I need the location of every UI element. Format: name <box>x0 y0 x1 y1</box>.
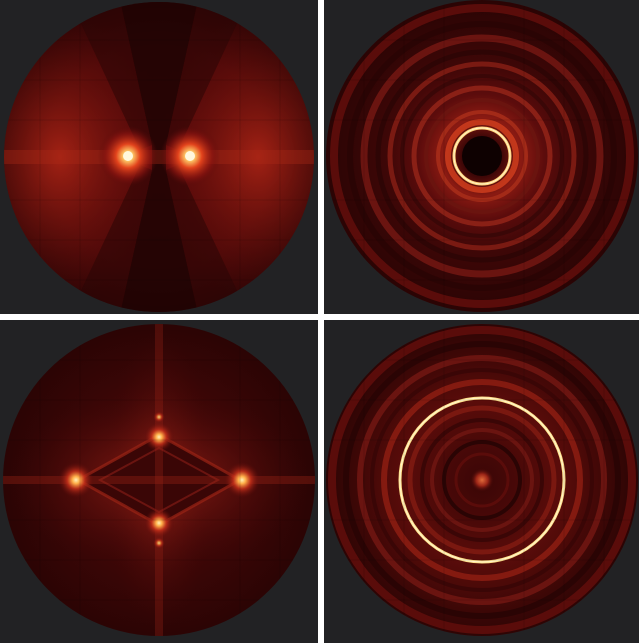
panel-top-right <box>324 0 639 314</box>
panel-bottom-left <box>0 320 318 643</box>
inner-ring-pattern-image <box>326 0 638 312</box>
panel-bottom-right <box>324 320 639 643</box>
diamond-pattern-image <box>3 324 315 636</box>
large-ring-pattern-image <box>326 324 638 636</box>
panel-top-left <box>0 0 318 314</box>
dipole-pattern-image <box>4 2 314 312</box>
